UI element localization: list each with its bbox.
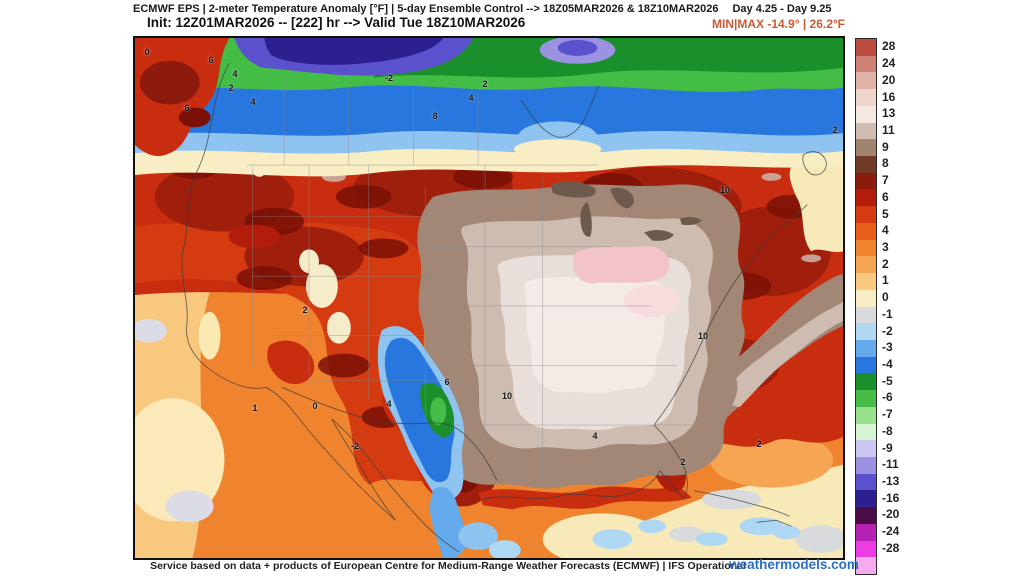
colorbar-cell [856, 306, 876, 324]
colorbar-tick-label: -20 [882, 507, 900, 522]
colorbar-cell [856, 356, 876, 374]
colorbar-cell [856, 273, 876, 290]
colorbar-tick-label: 0 [882, 290, 889, 305]
colorbar-tick-label: -1 [882, 306, 893, 321]
colorbar-tick-label: 4 [882, 223, 889, 238]
state-borders [246, 77, 692, 480]
colorbar-cell [856, 139, 876, 157]
colorbar-tick-label: -3 [882, 340, 893, 355]
colorbar-cell [856, 456, 876, 474]
colorbar-tick-label: 28 [882, 39, 896, 54]
day-range: Day 4.25 - Day 9.25 [732, 3, 832, 15]
colorbar-tick-label: 24 [882, 56, 896, 71]
colorbar-tick-label: 7 [882, 173, 889, 188]
colorbar-cell [856, 373, 876, 391]
colorbar-cell [856, 490, 876, 508]
colorbar-tick-label: 1 [882, 273, 889, 288]
colorbar-tick-label: -5 [882, 373, 893, 388]
colorbar-tick-label: -9 [882, 440, 893, 455]
colorbar-labels: 28 24 20 16 13 11 9 8 7 6 5 4 3 2 1 0 -1 -2 -3 -4 -5 -6 -7 -8 -9… [882, 38, 922, 573]
cold-bands-north [135, 38, 843, 177]
colorbar-cell [856, 423, 876, 441]
colorbar-tick-label: 2 [882, 256, 889, 271]
colorbar-tick-label: -6 [882, 390, 893, 405]
colorbar-cell [856, 256, 876, 274]
colorbar-tick-label: 8 [882, 156, 889, 171]
init-valid-line: Init: 12Z01MAR2026 -- [222] hr --> Valid… [147, 15, 526, 30]
great-lakes [550, 181, 702, 241]
colorbar-tick-label: -7 [882, 407, 893, 422]
colorbar-tick-label: 16 [882, 89, 896, 104]
colorbar-cell [856, 55, 876, 73]
colorbar-strip [855, 38, 877, 575]
colorbar-tick-label: -13 [882, 474, 900, 489]
colorbar-tick-label: -11 [882, 457, 899, 472]
brand-link[interactable]: weathermodels.com [729, 557, 859, 572]
colorbar-tick-label: -24 [882, 524, 900, 539]
colorbar-tick-label: 20 [882, 72, 896, 87]
minmax-value: MIN|MAX -14.9° | 26.2°F [711, 17, 845, 31]
colorbar-cell [856, 339, 876, 357]
colorbar-cell [856, 289, 876, 307]
colorbar-cell [856, 523, 876, 541]
alaska-warm-corner [135, 38, 230, 157]
colorbar-cell [856, 390, 876, 407]
mexico-cold-streaks [429, 486, 521, 558]
colorbar-cell [856, 440, 876, 457]
colorbar-cell [856, 72, 876, 90]
coastlines [181, 62, 827, 553]
baja-cold-blob [377, 326, 465, 500]
colorbar-cell [856, 507, 876, 524]
colorbar-tick-label: 6 [882, 189, 889, 204]
colorbar-cell [856, 206, 876, 223]
colorbar-tick-label: -2 [882, 323, 893, 338]
colorbar-tick-label: 5 [882, 206, 889, 221]
colorbar-tick-label: 13 [882, 106, 896, 121]
product-title: ECMWF EPS | 2-meter Temperature Anomaly … [133, 3, 719, 15]
colorbar-cell [856, 222, 876, 240]
labrador-cream-wedge [789, 163, 843, 253]
colorbar-cell [856, 557, 876, 574]
colorbar-cell [856, 406, 876, 424]
attribution-text: Service based on data + products of Euro… [150, 560, 746, 572]
map-svg [135, 38, 843, 558]
colorbar-cell [856, 239, 876, 257]
colorbar-cell [856, 323, 876, 340]
colorbar-cell [856, 172, 876, 190]
colorbar-cell [856, 189, 876, 207]
colorbar-tick-label: -8 [882, 423, 893, 438]
colorbar-tick-label: 11 [882, 122, 895, 137]
colorbar-cell [856, 156, 876, 173]
colorbar-cell [856, 473, 876, 491]
colorbar-tick-label: 9 [882, 139, 889, 154]
socal-red-patch [228, 224, 315, 385]
colorbar-tick-label: 3 [882, 239, 889, 254]
colorbar-cell [856, 39, 876, 56]
header-line1: ECMWF EPS | 2-meter Temperature Anomaly … [133, 3, 832, 15]
cool-taupe-blob-us [417, 184, 745, 489]
map-canvas: 0 6 4 2 4 6 -2 2 4 8 2 10 10 10 6 4 2 2 2 1 0 -2 4 [133, 36, 845, 560]
colorbar-cell [856, 540, 876, 558]
colorbar-cell [856, 89, 876, 106]
colorbar-tick-label: -28 [882, 540, 900, 555]
colorbar-cell [856, 122, 876, 140]
caribbean-cool-patches [592, 489, 843, 554]
colorbar-cell [856, 105, 876, 123]
colorbar-tick-label: -16 [882, 490, 900, 505]
colorbar-tick-label: -4 [882, 357, 893, 372]
